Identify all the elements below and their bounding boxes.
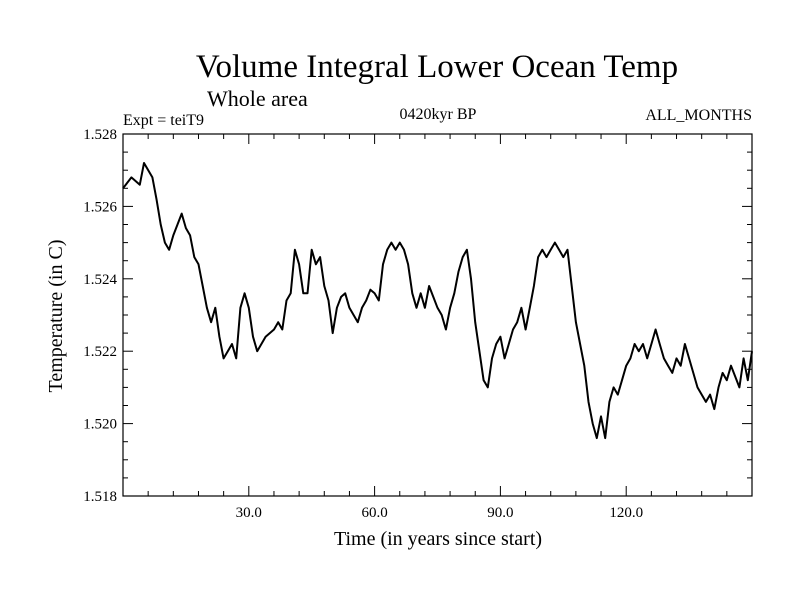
y-tick-label: 1.518 <box>83 489 117 505</box>
annotation-months: ALL_MONTHS <box>645 107 752 124</box>
x-tick-label: 120.0 <box>609 505 643 521</box>
y-tick-label: 1.522 <box>83 344 117 360</box>
annotation-experiment: Expt = teiT9 <box>123 112 204 129</box>
series-line-temperature <box>122 162 753 440</box>
y-tick-label: 1.528 <box>83 127 117 143</box>
x-tick-label: 90.0 <box>487 505 513 521</box>
y-tick-label: 1.520 <box>83 417 117 433</box>
annotation-period: 0420kyr BP <box>400 106 477 123</box>
plot-area: 1.518 1.520 1.522 1.524 1.526 1.528 30.0 60.0 90… <box>83 127 753 521</box>
y-tick-label: 1.526 <box>83 199 117 215</box>
y-axis-label: Temperature (in C) <box>45 240 67 393</box>
chart-subtitle: Whole area <box>207 86 308 111</box>
x-tick-label: 60.0 <box>361 505 387 521</box>
chart-title: Volume Integral Lower Ocean Temp <box>196 49 678 85</box>
plot-frame <box>122 133 753 497</box>
y-tick-label: 1.524 <box>83 272 117 288</box>
x-tick-label: 30.0 <box>236 505 262 521</box>
x-axis-label: Time (in years since start) <box>334 528 542 550</box>
